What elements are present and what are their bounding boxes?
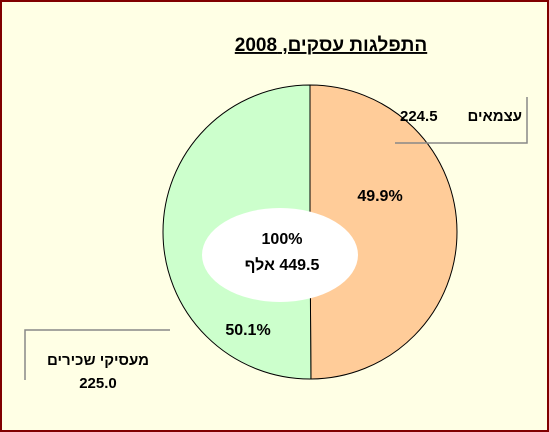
leader-line bbox=[24, 329, 170, 380]
amount-label: 225.0 bbox=[79, 375, 117, 392]
category-label: מעסיקי שכירים bbox=[47, 352, 149, 369]
leader-line bbox=[395, 97, 528, 144]
data-label: 50.1% bbox=[225, 322, 270, 339]
category-label: עצמאים bbox=[467, 108, 522, 125]
pie-slice bbox=[309, 84, 458, 380]
amount-label: 224.5 bbox=[400, 108, 438, 125]
center-label: 100% bbox=[262, 231, 303, 248]
center-label: 449.5 אלף bbox=[245, 256, 320, 274]
pie bbox=[162, 84, 458, 380]
center-hole bbox=[202, 208, 358, 302]
chart-title: התפלגות עסקים, 2008 bbox=[235, 35, 427, 56]
data-label: 49.9% bbox=[357, 188, 402, 205]
